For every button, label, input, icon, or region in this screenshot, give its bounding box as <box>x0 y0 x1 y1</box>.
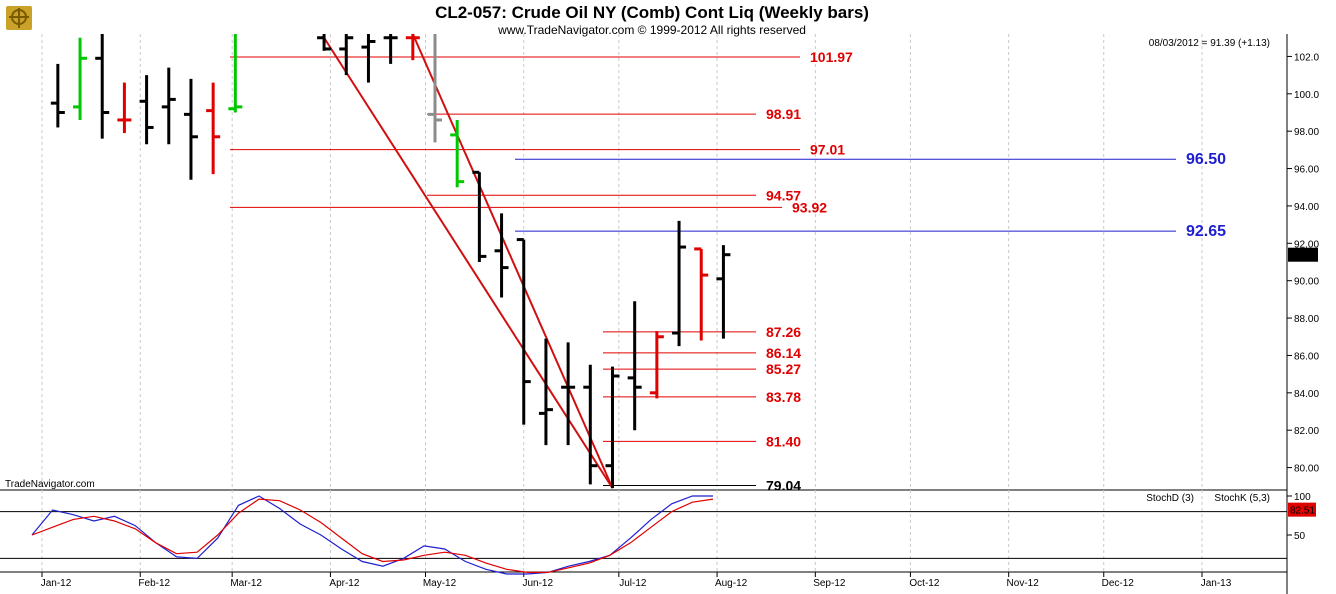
indicator-legend-item: StochD (3) <box>1146 493 1194 504</box>
x-tick-label: Dec-12 <box>1102 578 1135 589</box>
x-tick-label: Aug-12 <box>715 578 748 589</box>
level-label: 98.91 <box>766 106 801 122</box>
y-tick-label: 92.00 <box>1294 239 1319 250</box>
trendline <box>411 33 614 489</box>
x-tick-label: Sep-12 <box>813 578 846 589</box>
x-tick-label: Oct-12 <box>909 578 939 589</box>
y-tick-label: 102.0 <box>1294 52 1319 63</box>
indicator-tick-label: 50 <box>1294 531 1306 542</box>
y-tick-label: 96.00 <box>1294 165 1319 176</box>
x-tick-label: Nov-12 <box>1007 578 1040 589</box>
price-axis: 80.00 82.00 84.00 86.00 88.00 90.00 92.00 94.00… <box>1287 52 1319 475</box>
last-price-box <box>1288 247 1318 262</box>
trendlines <box>323 33 614 489</box>
date-axis: Jan-12 Feb-12 Mar-12 Apr-12 May-12 Jun-12 Jul-… <box>41 572 1232 589</box>
last-price-info: 08/03/2012 = 91.39 (+1.13) <box>1149 38 1270 49</box>
x-tick-label: Apr-12 <box>329 578 359 589</box>
trade-navigator-logo <box>6 6 32 30</box>
stochk-line <box>31 495 713 575</box>
indicator-value-label: 82.51 <box>1290 506 1315 517</box>
stochd-line <box>31 498 714 574</box>
level-label: 87.26 <box>766 324 801 340</box>
chart-frame <box>0 34 1288 594</box>
level-label: 97.01 <box>810 142 845 158</box>
y-tick-label: 90.00 <box>1294 277 1319 288</box>
indicator-value-box <box>1288 502 1316 517</box>
y-tick-label: 80.00 <box>1294 464 1319 475</box>
x-tick-label: Jun-12 <box>522 578 553 589</box>
y-tick-label: 82.00 <box>1294 426 1319 437</box>
last-price-label: 91.39 <box>1290 251 1315 262</box>
watermark-text: TradeNavigator.com <box>5 479 95 490</box>
y-tick-label: 94.00 <box>1294 202 1319 213</box>
stochastic-panel: 50 100 82.51 StochD (3) StochK (5,3) <box>0 492 1316 575</box>
x-tick-label: Jan-13 <box>1201 578 1232 589</box>
level-label: 96.50 <box>1186 151 1226 168</box>
y-tick-label: 98.00 <box>1294 127 1319 138</box>
chart-title: CL2-057: Crude Oil NY (Comb) Cont Liq (W… <box>435 3 869 22</box>
y-tick-label: 100.0 <box>1294 90 1319 101</box>
copyright-subtitle: www.TradeNavigator.com © 1999-2012 All r… <box>497 23 806 37</box>
x-tick-label: Jul-12 <box>619 578 647 589</box>
indicator-tick-label: 100 <box>1294 492 1311 503</box>
ohlc-bars <box>50 34 731 489</box>
level-label: 94.57 <box>766 187 801 203</box>
indicator-legend-item: StochK (5,3) <box>1214 493 1270 504</box>
level-label: 85.27 <box>766 361 801 377</box>
y-tick-label: 84.00 <box>1294 389 1319 400</box>
level-label: 79.04 <box>766 478 801 494</box>
level-label: 83.78 <box>766 389 801 405</box>
level-label: 81.40 <box>766 433 801 449</box>
y-tick-label: 86.00 <box>1294 351 1319 362</box>
y-tick-label: 88.00 <box>1294 314 1319 325</box>
x-tick-label: Mar-12 <box>230 578 262 589</box>
x-tick-label: May-12 <box>423 578 457 589</box>
x-tick-label: Feb-12 <box>138 578 170 589</box>
level-label: 86.14 <box>766 345 801 361</box>
trendline <box>323 37 614 489</box>
level-label: 93.92 <box>792 199 827 215</box>
x-tick-label: Jan-12 <box>41 578 72 589</box>
level-label: 101.97 <box>810 49 853 65</box>
level-label: 92.65 <box>1186 223 1226 240</box>
